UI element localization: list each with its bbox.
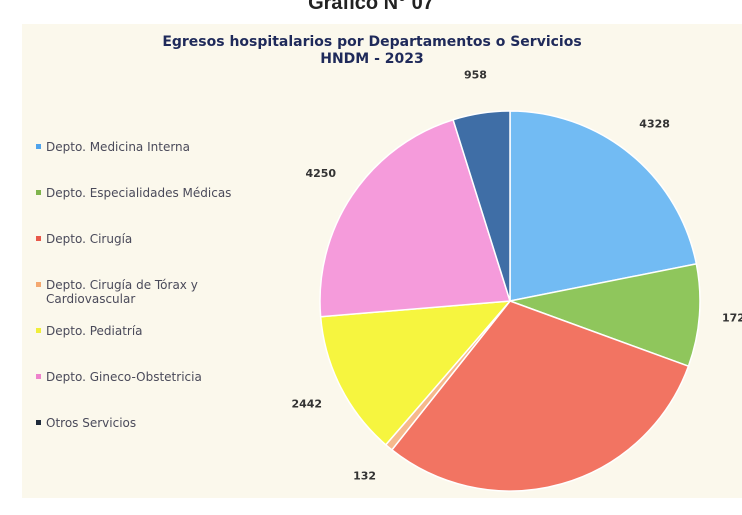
legend-swatch bbox=[36, 420, 41, 425]
data-label: 4328 bbox=[639, 118, 670, 131]
data-label: 132 bbox=[353, 470, 376, 483]
legend-item: Depto. Cirugía de Tórax y Cardiovascular bbox=[36, 278, 276, 324]
pie-chart: 43281722595613224424250958 bbox=[291, 69, 742, 492]
data-label: 1722 bbox=[722, 312, 742, 325]
legend-item: Depto. Especialidades Médicas bbox=[36, 186, 276, 232]
legend: Depto. Medicina Interna Depto. Especialid… bbox=[36, 140, 276, 462]
legend-item: Depto. Gineco-Obstetricia bbox=[36, 370, 276, 416]
legend-item: Otros Servicios bbox=[36, 416, 276, 462]
legend-swatch bbox=[36, 144, 41, 149]
pie-slice bbox=[507, 263, 701, 368]
legend-swatch bbox=[36, 190, 41, 195]
legend-label: Depto. Cirugía de Tórax y Cardiovascular bbox=[46, 278, 198, 306]
legend-label: Depto. Pediatría bbox=[46, 324, 143, 338]
legend-label: Depto. Cirugía bbox=[46, 232, 133, 246]
data-label: 958 bbox=[464, 69, 487, 82]
legend-label: Depto. Medicina Interna bbox=[46, 140, 191, 154]
legend-swatch bbox=[36, 236, 41, 241]
pie-slice bbox=[509, 110, 698, 302]
legend-item: Depto. Pediatría bbox=[36, 324, 276, 370]
legend-swatch bbox=[36, 328, 41, 333]
chart-title: Egresos hospitalarios por Departamentos … bbox=[162, 34, 582, 50]
legend-label: Depto. Gineco-Obstetricia bbox=[46, 370, 202, 384]
legend-swatch bbox=[36, 282, 41, 287]
pie-slice bbox=[319, 300, 512, 446]
legend-swatch bbox=[36, 374, 41, 379]
legend-label: Depto. Especialidades Médicas bbox=[46, 186, 232, 200]
page-title: Gráfico N° 07 bbox=[308, 0, 434, 14]
pie-slice bbox=[452, 110, 511, 302]
data-label: 4250 bbox=[305, 167, 336, 180]
chart-subtitle: HNDM - 2023 bbox=[320, 51, 424, 67]
data-label: 2442 bbox=[291, 397, 322, 410]
chart-panel: Egresos hospitalarios por Departamentos … bbox=[22, 24, 742, 498]
pie-slice bbox=[390, 300, 690, 492]
legend-label: Otros Servicios bbox=[46, 416, 137, 430]
legend-item: Depto. Cirugía bbox=[36, 232, 276, 278]
legend-item: Depto. Medicina Interna bbox=[36, 140, 276, 186]
pie-slice bbox=[319, 118, 511, 318]
